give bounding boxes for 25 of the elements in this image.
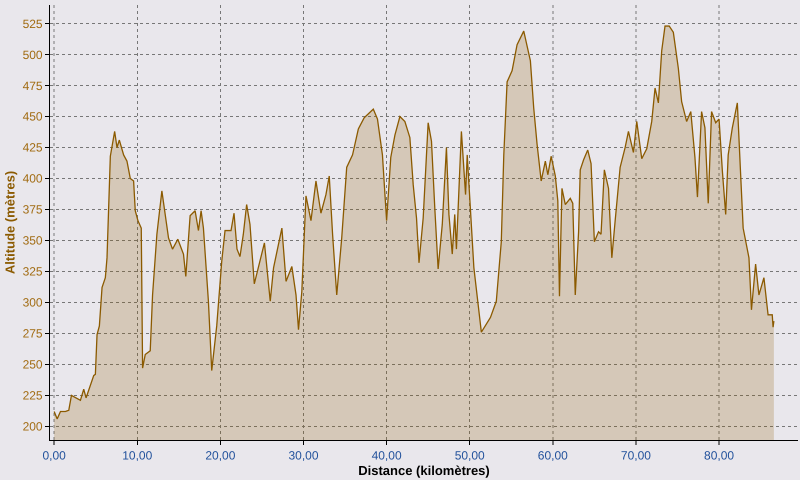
y-tick-label: 225 bbox=[22, 388, 43, 403]
y-tick-label: 325 bbox=[22, 264, 43, 279]
y-tick-label: 200 bbox=[22, 420, 43, 434]
y-tick-label: 350 bbox=[22, 234, 43, 248]
x-tick-label: 60,00 bbox=[538, 448, 568, 462]
x-tick-label: 0,00 bbox=[42, 448, 66, 462]
x-tick-label: 30,00 bbox=[288, 448, 319, 462]
y-tick-label: 500 bbox=[22, 48, 43, 62]
x-tick-label: 50,00 bbox=[454, 448, 486, 462]
y-axis-title: Altitude (mètres) bbox=[2, 170, 18, 274]
x-tick-label: 80,00 bbox=[704, 448, 734, 462]
y-tick-label: 475 bbox=[22, 78, 43, 93]
y-tick-label: 300 bbox=[22, 296, 43, 310]
y-tick-label: 400 bbox=[22, 172, 43, 186]
x-tick-label: 20,00 bbox=[205, 448, 236, 462]
y-tick-label: 450 bbox=[22, 110, 43, 124]
y-tick-label: 425 bbox=[22, 140, 43, 155]
y-tick-label: 375 bbox=[22, 202, 43, 217]
x-tick-label: 70,00 bbox=[620, 448, 652, 462]
x-tick-label: 10,00 bbox=[122, 448, 153, 462]
y-tick-label: 250 bbox=[22, 358, 43, 372]
x-tick-label: 40,00 bbox=[372, 448, 402, 462]
y-tick-label: 525 bbox=[22, 16, 43, 31]
x-axis-title: Distance (kilomètres) bbox=[358, 463, 490, 478]
y-tick-label: 275 bbox=[22, 326, 43, 341]
